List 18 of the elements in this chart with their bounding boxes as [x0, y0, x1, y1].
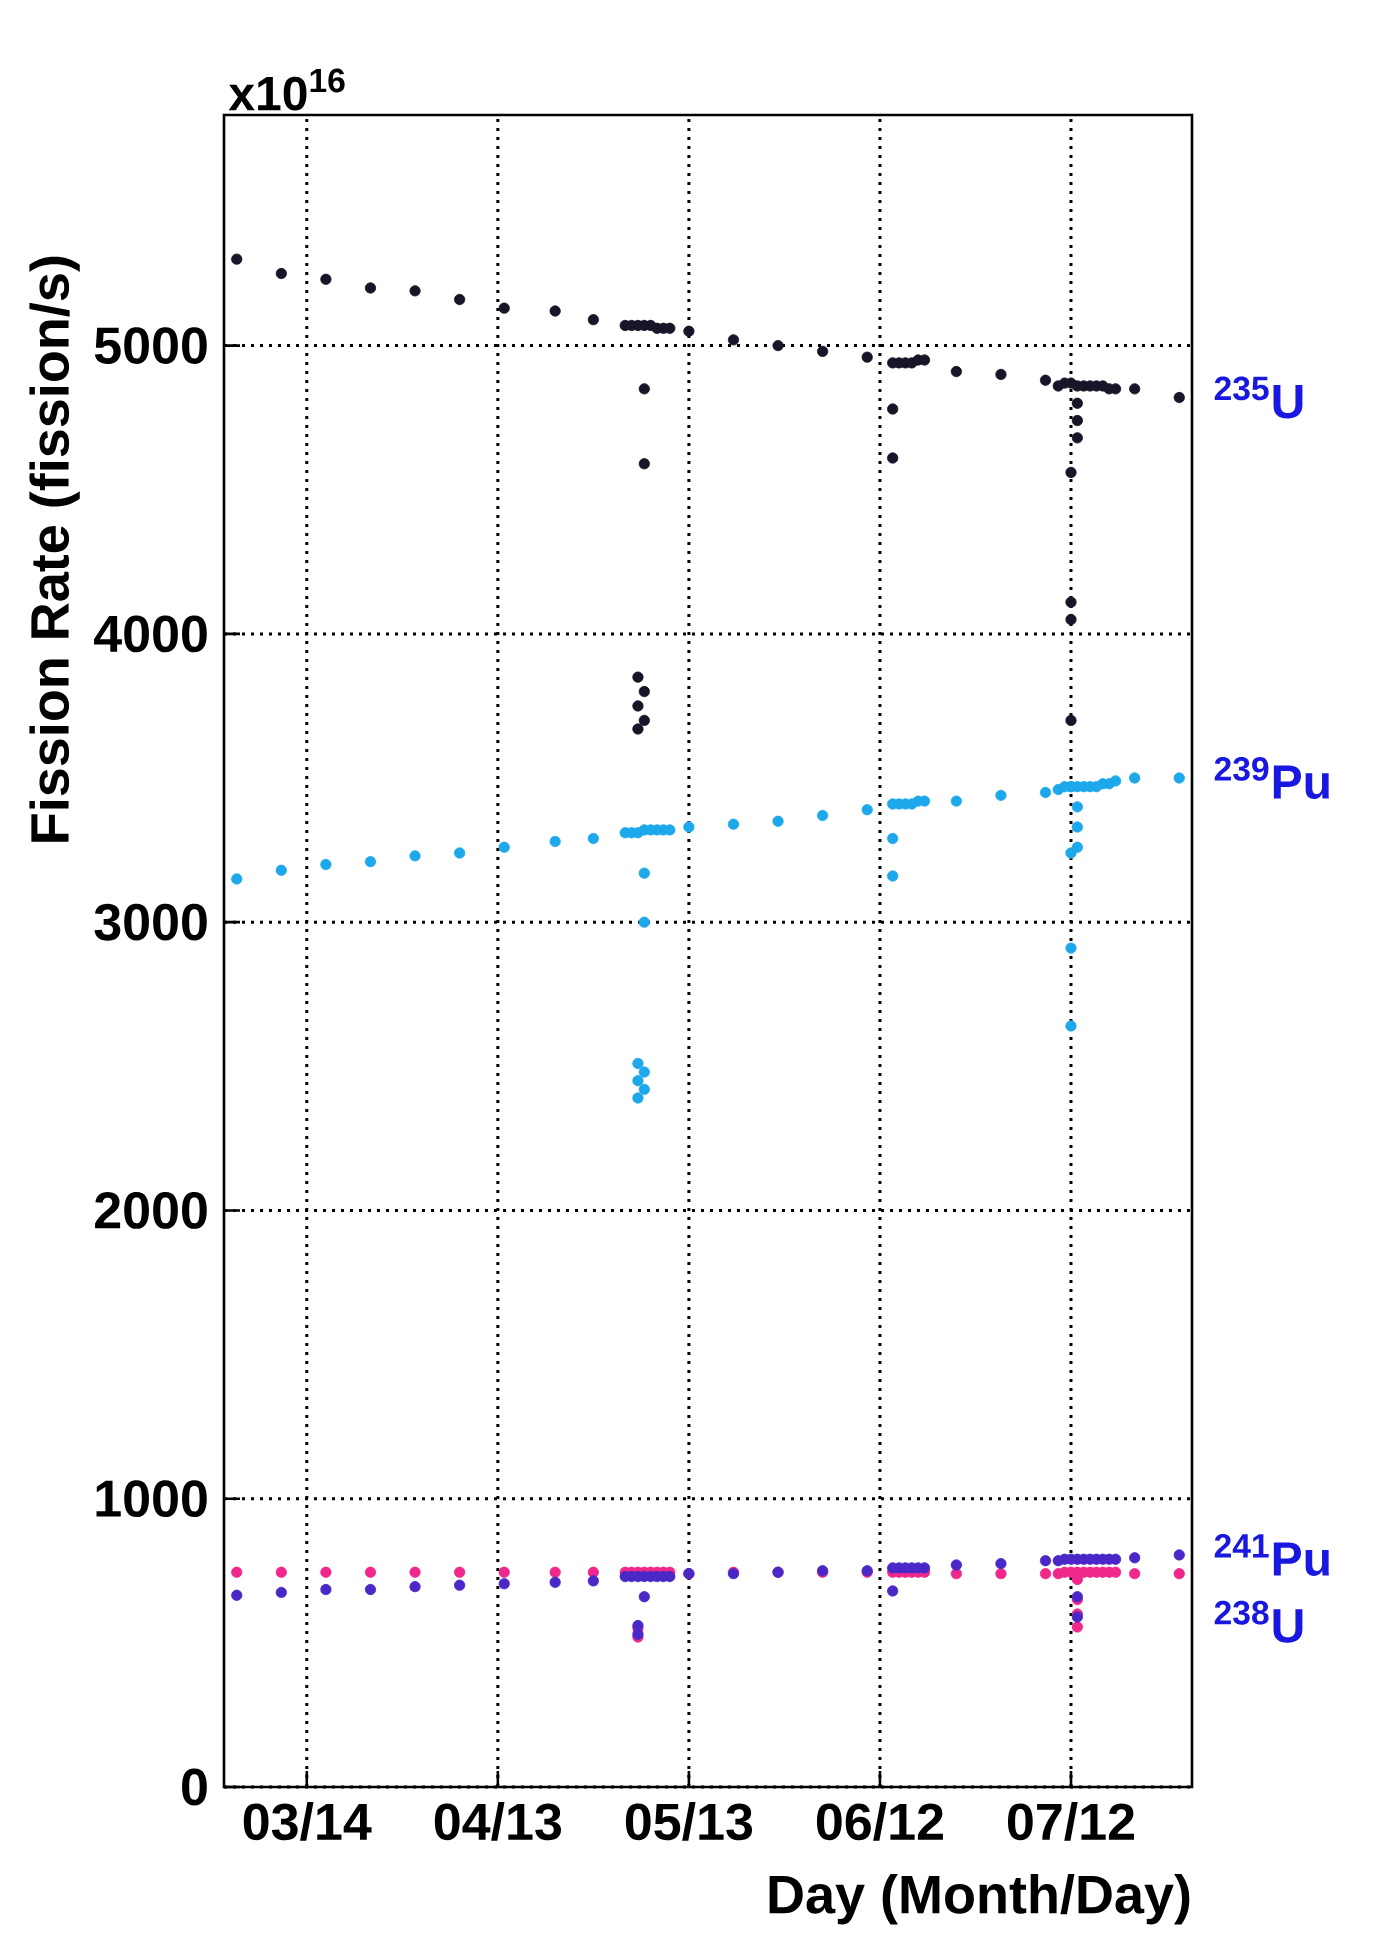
series-label: $^{235}$U	[1214, 376, 1303, 419]
series-label: $^{238}$U	[1214, 1600, 1303, 1643]
x-tick-label: 03/14	[243, 1802, 372, 1841]
y-tick-label: 3000	[94, 903, 207, 941]
x-axis-title: Day (Month/Day)	[769, 1874, 1190, 1925]
y-axis-title: Fission Rate (fission/s)	[29, 256, 80, 842]
x-tick-label: 04/13	[434, 1802, 561, 1841]
y-tick-label: 4000	[94, 615, 207, 653]
text: x10$^{16}$	[228, 68, 345, 111]
y-tick-label: 0	[182, 1768, 207, 1806]
y-tick-label: 5000	[94, 327, 207, 365]
series-label: $^{239}$Pu	[1214, 757, 1329, 800]
x-tick-label: 05/13	[625, 1802, 753, 1841]
x-tick-label: 07/12	[1008, 1802, 1134, 1841]
y-tick-label: 2000	[95, 1192, 207, 1229]
y-tick-label: 1000	[96, 1480, 207, 1518]
x-tick-label: 06/12	[816, 1802, 943, 1841]
series-label: $^{241}$Pu	[1214, 1533, 1329, 1576]
